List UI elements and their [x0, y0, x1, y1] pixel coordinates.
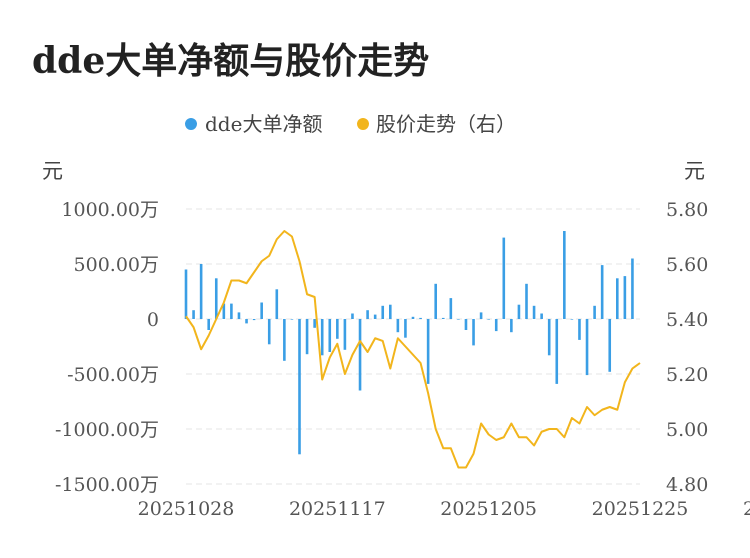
bar[interactable]	[305, 319, 309, 355]
right-tick-label: 5.40	[666, 309, 708, 331]
bar[interactable]	[290, 319, 294, 320]
bar[interactable]	[373, 314, 377, 319]
right-axis-unit: 元	[684, 159, 705, 183]
bar[interactable]	[570, 319, 574, 320]
bar[interactable]	[532, 305, 536, 319]
bar[interactable]	[381, 305, 385, 319]
bar[interactable]	[214, 278, 218, 319]
bar[interactable]	[600, 265, 604, 319]
bar[interactable]	[199, 264, 203, 319]
left-tick-label: 0	[147, 309, 159, 331]
legend-label-price[interactable]: 股价走势（右）	[376, 112, 516, 136]
bar[interactable]	[343, 319, 347, 350]
left-tick-label: -1000.00万	[55, 419, 159, 441]
bar[interactable]	[616, 278, 619, 319]
right-tick-label: 5.00	[666, 419, 708, 441]
bar[interactable]	[419, 317, 422, 319]
bar[interactable]	[283, 319, 286, 361]
left-axis-ticks: -1500.00万 -1000.00万 -500.00万 0 500.00万 1000.0…	[55, 199, 159, 496]
right-tick-label: 5.20	[666, 364, 708, 386]
bar[interactable]	[192, 310, 195, 319]
left-tick-label: 500.00万	[74, 254, 159, 276]
bars-layer	[184, 231, 634, 455]
bar[interactable]	[230, 303, 233, 319]
bar[interactable]	[585, 319, 589, 376]
legend: dde大单净额 股价走势（右）	[185, 112, 516, 136]
left-tick-label: -1500.00万	[55, 474, 159, 496]
bar[interactable]	[449, 298, 453, 319]
bar[interactable]	[237, 312, 241, 319]
left-tick-label: 1000.00万	[61, 199, 159, 221]
chart-title: dde大单净额与股价走势	[32, 40, 430, 82]
bar[interactable]	[472, 319, 475, 346]
bar[interactable]	[320, 319, 324, 356]
bar[interactable]	[563, 231, 566, 319]
bar[interactable]	[593, 305, 596, 319]
bar[interactable]	[457, 319, 460, 320]
left-axis-unit: 元	[42, 159, 63, 183]
bar[interactable]	[578, 319, 581, 340]
bar[interactable]	[441, 317, 445, 319]
x-axis-ticks: 20251028 20251117 20251205 20251225 20260116	[138, 498, 750, 520]
x-tick-label: 20251117	[289, 498, 386, 520]
right-tick-label: 5.80	[666, 199, 708, 221]
right-tick-label: 5.60	[666, 254, 708, 276]
bar[interactable]	[336, 319, 339, 339]
bar[interactable]	[404, 319, 407, 338]
legend-marker-price	[357, 118, 369, 130]
bar[interactable]	[184, 269, 188, 320]
bar[interactable]	[328, 319, 332, 352]
bar[interactable]	[631, 258, 634, 320]
legend-label-dde[interactable]: dde大单净额	[205, 112, 322, 136]
bar[interactable]	[555, 319, 559, 384]
bar[interactable]	[540, 313, 543, 320]
bar[interactable]	[547, 319, 551, 356]
legend-marker-dde	[185, 118, 197, 130]
bar[interactable]	[298, 319, 301, 455]
bar[interactable]	[517, 304, 521, 319]
bar[interactable]	[525, 283, 528, 319]
bar[interactable]	[502, 237, 506, 319]
bar[interactable]	[267, 319, 271, 345]
line-layer	[185, 230, 641, 469]
right-axis-ticks: 4.80 5.00 5.20 5.40 5.60 5.80	[666, 199, 708, 496]
bar[interactable]	[260, 302, 263, 320]
bar[interactable]	[275, 289, 279, 319]
x-tick-label: 20251225	[592, 498, 689, 520]
grid-layer	[186, 208, 640, 485]
bar[interactable]	[487, 319, 490, 320]
bar[interactable]	[479, 312, 483, 319]
bar[interactable]	[411, 316, 415, 319]
bar[interactable]	[313, 319, 316, 328]
bar[interactable]	[358, 319, 362, 391]
bar[interactable]	[366, 310, 369, 319]
bar[interactable]	[207, 319, 210, 330]
bar[interactable]	[426, 319, 430, 384]
x-tick-label: 20251205	[440, 498, 537, 520]
bar[interactable]	[608, 319, 612, 372]
x-tick-label: 20260116	[743, 498, 750, 520]
bar[interactable]	[464, 319, 468, 330]
bar[interactable]	[252, 319, 256, 321]
bar[interactable]	[510, 319, 513, 333]
x-tick-label: 20251028	[138, 498, 235, 520]
bar[interactable]	[396, 319, 400, 333]
bar[interactable]	[222, 303, 226, 319]
left-tick-label: -500.00万	[67, 364, 159, 386]
bar[interactable]	[245, 319, 248, 324]
bar[interactable]	[351, 313, 354, 320]
bar[interactable]	[494, 319, 498, 332]
bar[interactable]	[389, 304, 392, 319]
price-line[interactable]	[185, 230, 641, 469]
right-tick-label: 4.80	[666, 474, 708, 496]
bar[interactable]	[434, 283, 437, 319]
bar[interactable]	[623, 276, 627, 319]
